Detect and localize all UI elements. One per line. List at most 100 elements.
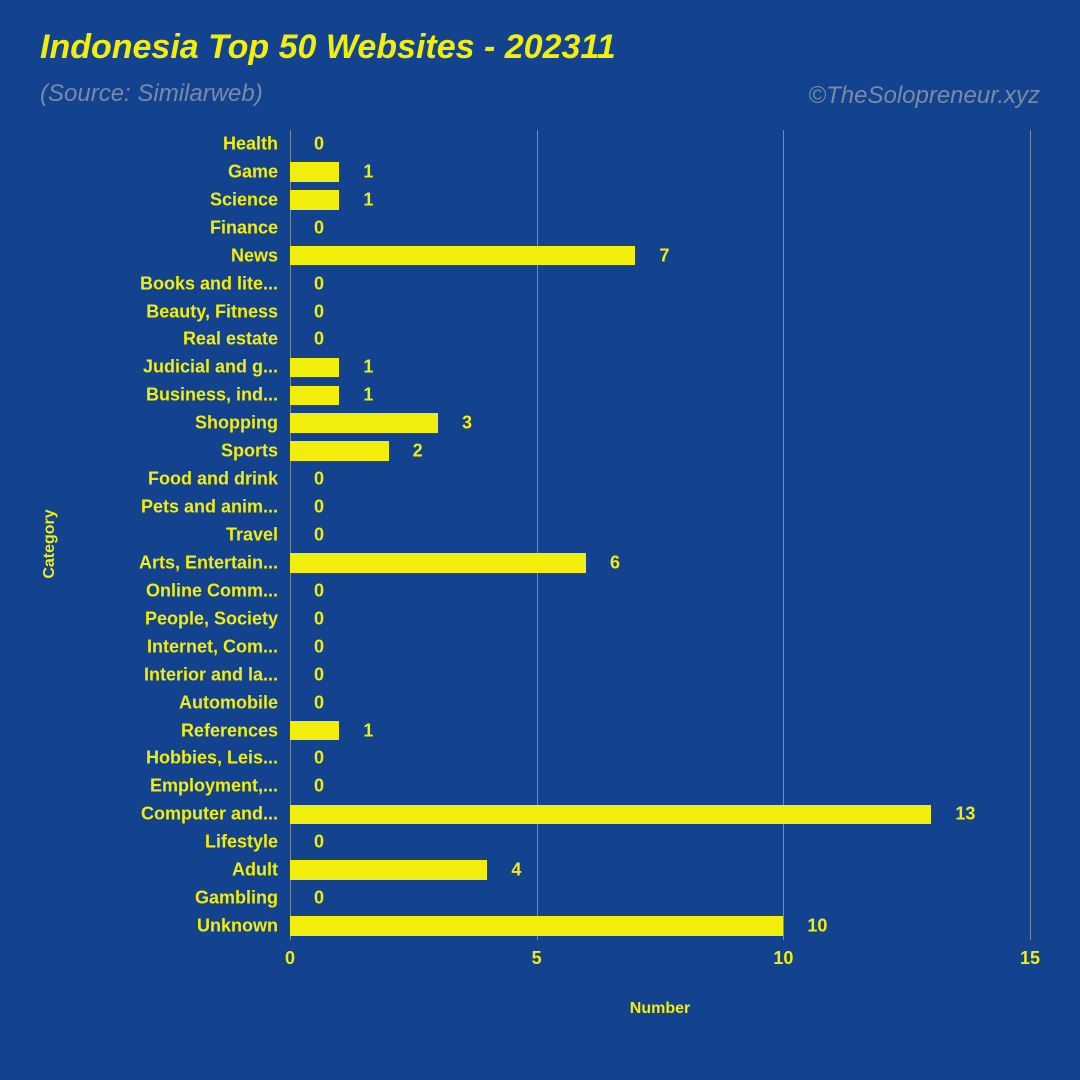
value-label: 4 bbox=[511, 860, 521, 881]
bar-row: People, Society0 bbox=[290, 605, 1030, 633]
bar-row: Game1 bbox=[290, 158, 1030, 186]
bar bbox=[290, 441, 389, 461]
value-label: 0 bbox=[314, 636, 324, 657]
bar bbox=[290, 553, 586, 573]
category-label: Real estate bbox=[183, 329, 278, 350]
bar-row: Beauty, Fitness0 bbox=[290, 298, 1030, 326]
x-tick-label: 5 bbox=[532, 948, 542, 969]
value-label: 0 bbox=[314, 133, 324, 154]
category-label: Shopping bbox=[195, 413, 278, 434]
value-label: 10 bbox=[807, 916, 827, 937]
chart-subtitle: (Source: Similarweb) bbox=[40, 80, 263, 108]
value-label: 1 bbox=[363, 189, 373, 210]
bar bbox=[290, 721, 339, 741]
value-label: 1 bbox=[363, 720, 373, 741]
category-label: Employment,... bbox=[150, 776, 278, 797]
bar bbox=[290, 246, 635, 266]
bar-row: Finance0 bbox=[290, 214, 1030, 242]
category-label: Hobbies, Leis... bbox=[146, 748, 278, 769]
category-label: Automobile bbox=[179, 692, 278, 713]
bar-row: News7 bbox=[290, 242, 1030, 270]
bar bbox=[290, 413, 438, 433]
bar-row: Real estate0 bbox=[290, 326, 1030, 354]
category-label: Travel bbox=[226, 524, 278, 545]
value-label: 0 bbox=[314, 608, 324, 629]
bar-row: Computer and...13 bbox=[290, 800, 1030, 828]
category-label: Business, ind... bbox=[146, 385, 278, 406]
category-label: Health bbox=[223, 133, 278, 154]
value-label: 0 bbox=[314, 692, 324, 713]
category-label: Gambling bbox=[195, 888, 278, 909]
bar-row: Science1 bbox=[290, 186, 1030, 214]
value-label: 2 bbox=[413, 441, 423, 462]
value-label: 0 bbox=[314, 273, 324, 294]
bar bbox=[290, 805, 931, 825]
bar-row: Food and drink0 bbox=[290, 465, 1030, 493]
bar-row: Books and lite...0 bbox=[290, 270, 1030, 298]
category-label: Arts, Entertain... bbox=[139, 552, 278, 573]
category-label: Interior and la... bbox=[144, 664, 278, 685]
bar-row: Unknown10 bbox=[290, 912, 1030, 940]
plot-area: 051015Health0Game1Science1Finance0News7B… bbox=[290, 130, 1030, 940]
category-label: Sports bbox=[221, 441, 278, 462]
value-label: 0 bbox=[314, 497, 324, 518]
bar-row: Travel0 bbox=[290, 521, 1030, 549]
bar-row: References1 bbox=[290, 717, 1030, 745]
category-label: Internet, Com... bbox=[147, 636, 278, 657]
value-label: 1 bbox=[363, 357, 373, 378]
category-label: Beauty, Fitness bbox=[146, 301, 278, 322]
value-label: 0 bbox=[314, 329, 324, 350]
bar-row: Hobbies, Leis...0 bbox=[290, 744, 1030, 772]
bar bbox=[290, 860, 487, 880]
category-label: News bbox=[231, 245, 278, 266]
value-label: 0 bbox=[314, 664, 324, 685]
bar-row: Lifestyle0 bbox=[290, 828, 1030, 856]
bar-row: Judicial and g...1 bbox=[290, 353, 1030, 381]
bar-row: Business, ind...1 bbox=[290, 381, 1030, 409]
category-label: Unknown bbox=[197, 916, 278, 937]
x-tick-label: 15 bbox=[1020, 948, 1040, 969]
value-label: 0 bbox=[314, 580, 324, 601]
bar-row: Online Comm...0 bbox=[290, 577, 1030, 605]
bar-row: Arts, Entertain...6 bbox=[290, 549, 1030, 577]
value-label: 0 bbox=[314, 301, 324, 322]
bar-row: Health0 bbox=[290, 130, 1030, 158]
value-label: 1 bbox=[363, 385, 373, 406]
value-label: 0 bbox=[314, 776, 324, 797]
bar-row: Employment,...0 bbox=[290, 772, 1030, 800]
category-label: Computer and... bbox=[141, 804, 278, 825]
category-label: Finance bbox=[210, 217, 278, 238]
value-label: 7 bbox=[659, 245, 669, 266]
chart-title: Indonesia Top 50 Websites - 202311 bbox=[40, 28, 616, 67]
bar-row: Gambling0 bbox=[290, 884, 1030, 912]
value-label: 0 bbox=[314, 832, 324, 853]
x-axis-label: Number bbox=[630, 1000, 690, 1018]
value-label: 1 bbox=[363, 161, 373, 182]
bar-row: Interior and la...0 bbox=[290, 661, 1030, 689]
category-label: References bbox=[181, 720, 278, 741]
category-label: Pets and anim... bbox=[141, 497, 278, 518]
category-label: People, Society bbox=[145, 608, 278, 629]
category-label: Lifestyle bbox=[205, 832, 278, 853]
value-label: 0 bbox=[314, 217, 324, 238]
x-tick-label: 10 bbox=[773, 948, 793, 969]
category-label: Science bbox=[210, 189, 278, 210]
bar-row: Pets and anim...0 bbox=[290, 493, 1030, 521]
value-label: 0 bbox=[314, 888, 324, 909]
category-label: Online Comm... bbox=[146, 580, 278, 601]
category-label: Food and drink bbox=[148, 469, 278, 490]
value-label: 0 bbox=[314, 524, 324, 545]
category-label: Adult bbox=[232, 860, 278, 881]
bar-row: Internet, Com...0 bbox=[290, 633, 1030, 661]
value-label: 3 bbox=[462, 413, 472, 434]
bar bbox=[290, 190, 339, 210]
chart-container: Indonesia Top 50 Websites - 202311 (Sour… bbox=[0, 0, 1080, 1080]
bar-row: Sports2 bbox=[290, 437, 1030, 465]
y-axis-label: Category bbox=[41, 509, 59, 578]
value-label: 6 bbox=[610, 552, 620, 573]
gridline bbox=[1030, 130, 1031, 940]
bar-row: Shopping3 bbox=[290, 409, 1030, 437]
category-label: Game bbox=[228, 161, 278, 182]
bar-row: Adult4 bbox=[290, 856, 1030, 884]
bar bbox=[290, 358, 339, 378]
